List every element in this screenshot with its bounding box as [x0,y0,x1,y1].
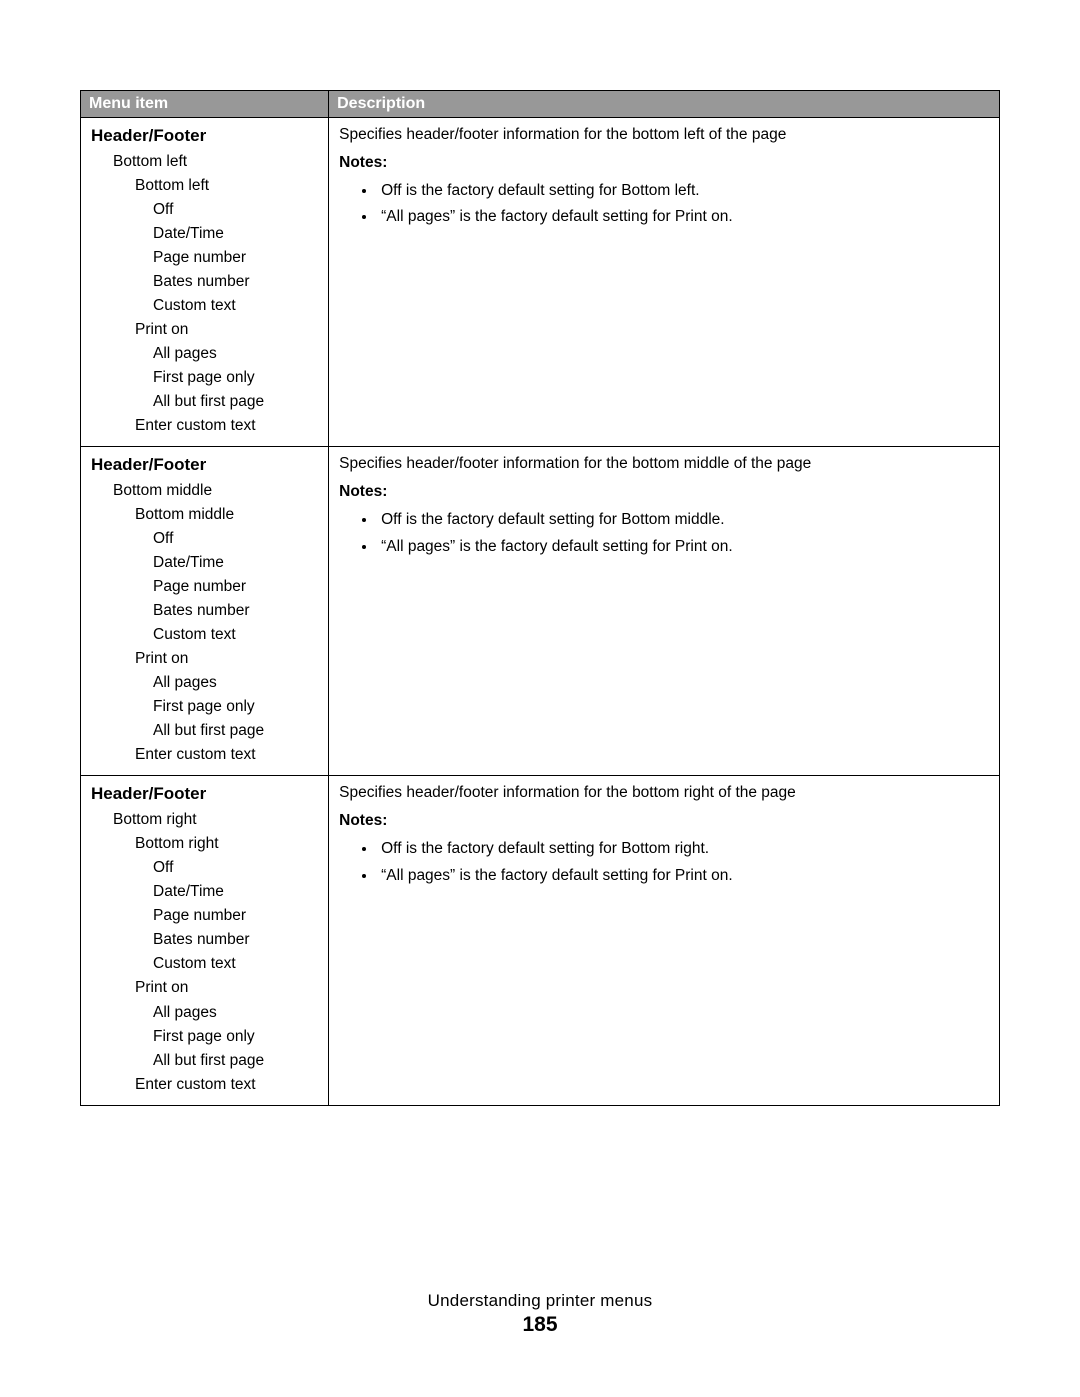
menu-group-label: Bottom middle [113,479,318,503]
menu-print-option: All but first page [153,1049,318,1073]
menu-print-option: All pages [153,1001,318,1025]
note-item: Off is the factory default setting for B… [377,836,989,862]
table-row: Header/FooterBottom leftBottom leftOffDa… [81,118,1000,447]
menu-option: Custom text [153,623,318,647]
menu-print-option: First page only [153,366,318,390]
note-item: “All pages” is the factory default setti… [377,204,989,230]
menu-item-cell: Header/FooterBottom rightBottom rightOff… [81,776,329,1105]
note-item: “All pages” is the factory default setti… [377,534,989,560]
menu-option: Page number [153,904,318,928]
menu-option: Date/Time [153,551,318,575]
menu-option: Bates number [153,928,318,952]
menu-option-label: Bottom right [135,832,318,856]
notes-label: Notes: [339,812,989,830]
menu-title: Header/Footer [91,784,318,804]
notes-label: Notes: [339,483,989,501]
menu-option: Off [153,527,318,551]
menu-print-on-label: Print on [135,647,318,671]
menu-print-on-label: Print on [135,318,318,342]
description-text: Specifies header/footer information for … [339,126,989,144]
menu-option: Page number [153,246,318,270]
menu-option: Page number [153,575,318,599]
menu-print-option: First page only [153,1025,318,1049]
menu-title: Header/Footer [91,126,318,146]
footer-section-title: Understanding printer menus [0,1291,1080,1311]
menu-option: Custom text [153,952,318,976]
menu-print-option: All but first page [153,719,318,743]
note-item: Off is the factory default setting for B… [377,178,989,204]
table-body: Header/FooterBottom leftBottom leftOffDa… [81,118,1000,1106]
menu-print-on-label: Print on [135,976,318,1000]
menu-option: Date/Time [153,880,318,904]
description-cell: Specifies header/footer information for … [329,776,1000,1105]
menu-print-option: All pages [153,671,318,695]
table-row: Header/FooterBottom rightBottom rightOff… [81,776,1000,1105]
header-menu-item: Menu item [81,91,329,118]
menu-option: Bates number [153,270,318,294]
menu-option-label: Bottom left [135,174,318,198]
menu-option-label: Bottom middle [135,503,318,527]
table-row: Header/FooterBottom middleBottom middleO… [81,447,1000,776]
note-item: Off is the factory default setting for B… [377,507,989,533]
notes-list: Off is the factory default setting for B… [339,507,989,560]
menu-option: Off [153,198,318,222]
menu-title: Header/Footer [91,455,318,475]
notes-list: Off is the factory default setting for B… [339,178,989,231]
description-cell: Specifies header/footer information for … [329,447,1000,776]
menu-print-option: First page only [153,695,318,719]
description-text: Specifies header/footer information for … [339,784,989,802]
description-cell: Specifies header/footer information for … [329,118,1000,447]
note-item: “All pages” is the factory default setti… [377,863,989,889]
page-footer: Understanding printer menus 185 [0,1291,1080,1337]
header-description: Description [329,91,1000,118]
menu-option: Bates number [153,599,318,623]
menu-enter-custom: Enter custom text [135,414,318,438]
menu-option: Off [153,856,318,880]
menu-enter-custom: Enter custom text [135,1073,318,1097]
menu-print-option: All but first page [153,390,318,414]
menu-group-label: Bottom right [113,808,318,832]
footer-page-number: 185 [0,1313,1080,1337]
menu-table: Menu item Description Header/Footer Botto… [80,90,1000,1106]
menu-print-option: All pages [153,342,318,366]
description-text: Specifies header/footer information for … [339,455,989,473]
notes-list: Off is the factory default setting for B… [339,836,989,889]
menu-option: Custom text [153,294,318,318]
menu-item-cell: Header/FooterBottom leftBottom leftOffDa… [81,118,329,447]
menu-enter-custom: Enter custom text [135,743,318,767]
menu-group-label: Bottom left [113,150,318,174]
menu-option: Date/Time [153,222,318,246]
menu-item-cell: Header/FooterBottom middleBottom middleO… [81,447,329,776]
notes-label: Notes: [339,154,989,172]
